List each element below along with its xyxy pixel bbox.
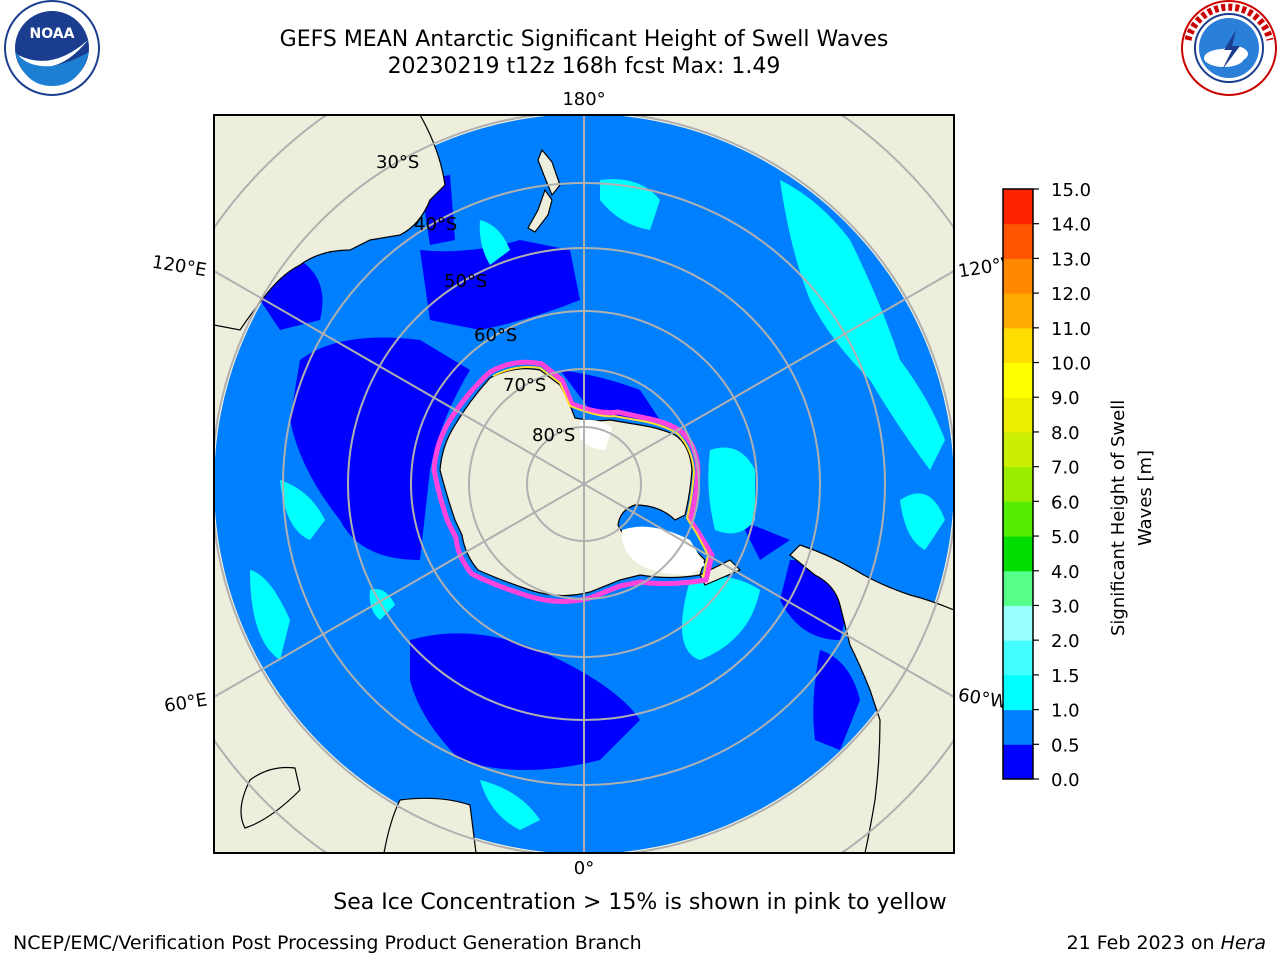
- new-zealand-south-landmass: [527, 188, 553, 233]
- footer-credit: NCEP/EMC/Verification Post Processing Pr…: [13, 932, 642, 954]
- colorbar-tick-label: 8.0: [1051, 423, 1080, 444]
- noaa-logo-icon: NOAA: [4, 0, 100, 96]
- colorbar-tick-label: 1.0: [1051, 701, 1080, 722]
- colorbar-tick-label: 14.0: [1051, 215, 1091, 236]
- lon-label-60w: 60°W: [957, 685, 1010, 714]
- lon-label-0: 0°: [574, 858, 594, 879]
- colorbar-segment: [1003, 258, 1033, 294]
- lat-label-40s: 40°S: [414, 214, 457, 235]
- map-frame: [213, 114, 955, 854]
- graticule: [214, 115, 954, 853]
- colorbar-tick-label: 3.0: [1051, 596, 1080, 617]
- colorbar-tick-label: 5.0: [1051, 527, 1080, 548]
- colorbar-segment: [1003, 640, 1033, 676]
- colorbar-segment: [1003, 536, 1033, 572]
- nws-logo-icon: [1181, 0, 1277, 96]
- chart-subtitle: 20230219 t12z 168h fcst Max: 1.49: [387, 54, 781, 79]
- lon-label-120e: 120°E: [151, 252, 208, 281]
- footer-host: Hera: [1220, 932, 1266, 954]
- colorbar-segment: [1003, 570, 1033, 606]
- colorbar-segment: [1003, 362, 1033, 398]
- colorbar-tick-label: 10.0: [1051, 354, 1091, 375]
- colorbar-segment: [1003, 223, 1033, 259]
- footer-date: 21 Feb 2023 on Hera: [1067, 932, 1266, 954]
- colorbar-segment: [1003, 327, 1033, 364]
- colorbar-segment: [1003, 431, 1033, 468]
- colorbar-tick-label: 9.0: [1051, 388, 1080, 409]
- colorbar-segment: [1003, 293, 1033, 329]
- madagascar-landmass: [240, 766, 301, 829]
- lat-label-30s: 30°S: [376, 152, 419, 173]
- colorbar-tick-label: 6.0: [1051, 492, 1080, 513]
- sea-ice-caption: Sea Ice Concentration > 15% is shown in …: [333, 890, 947, 915]
- colorbar-segment: [1003, 744, 1033, 780]
- colorbar-segment: [1003, 189, 1033, 225]
- colorbar-tick-label: 2.0: [1051, 631, 1080, 652]
- colorbar: 0.0 0.5 1.0 1.5 2.0 3.0 4.0 5.0 6.0 7.0 8.0 9.0 10.0…: [1002, 180, 1091, 791]
- colorbar-tick-label: 11.0: [1051, 319, 1091, 340]
- colorbar-segment: [1003, 709, 1033, 745]
- lon-label-60e: 60°E: [163, 689, 209, 717]
- lat-label-70s: 70°S: [503, 375, 546, 396]
- colorbar-label-line2: Waves [m]: [1135, 450, 1156, 546]
- lat-label-60s: 60°S: [474, 325, 517, 346]
- lat-label-50s: 50°S: [444, 271, 487, 292]
- colorbar-tick-label: 13.0: [1051, 249, 1091, 270]
- colorbar-tick-label: 0.5: [1051, 735, 1080, 756]
- sea-ice-edge: [431, 359, 715, 604]
- chart-title: GEFS MEAN Antarctic Significant Height o…: [279, 27, 889, 52]
- footer-date-text: 21 Feb 2023 on: [1066, 932, 1221, 954]
- colorbar-tick-label: 7.0: [1051, 458, 1080, 479]
- colorbar-label-line1: Significant Height of Swell: [1108, 400, 1129, 636]
- colorbar-tick-label: 12.0: [1051, 284, 1091, 305]
- colorbar-tick-label: 15.0: [1051, 180, 1091, 201]
- colorbar-tick-label: 0.0: [1051, 770, 1080, 791]
- colorbar-segment: [1003, 674, 1033, 711]
- colorbar-border: [1002, 188, 1034, 780]
- colorbar-segment: [1003, 397, 1033, 433]
- colorbar-segment: [1003, 466, 1033, 502]
- colorbar-tick-label: 4.0: [1051, 562, 1080, 583]
- colorbar-segment: [1003, 501, 1033, 537]
- lon-label-180: 180°: [562, 89, 605, 110]
- colorbar-tick-label: 1.5: [1051, 666, 1080, 687]
- svg-text:NOAA: NOAA: [30, 26, 75, 42]
- lat-label-80s: 80°S: [532, 425, 575, 446]
- mid-swell-regions: [250, 179, 945, 830]
- south-america-landmass: [789, 544, 954, 853]
- colorbar-segment: [1003, 605, 1033, 641]
